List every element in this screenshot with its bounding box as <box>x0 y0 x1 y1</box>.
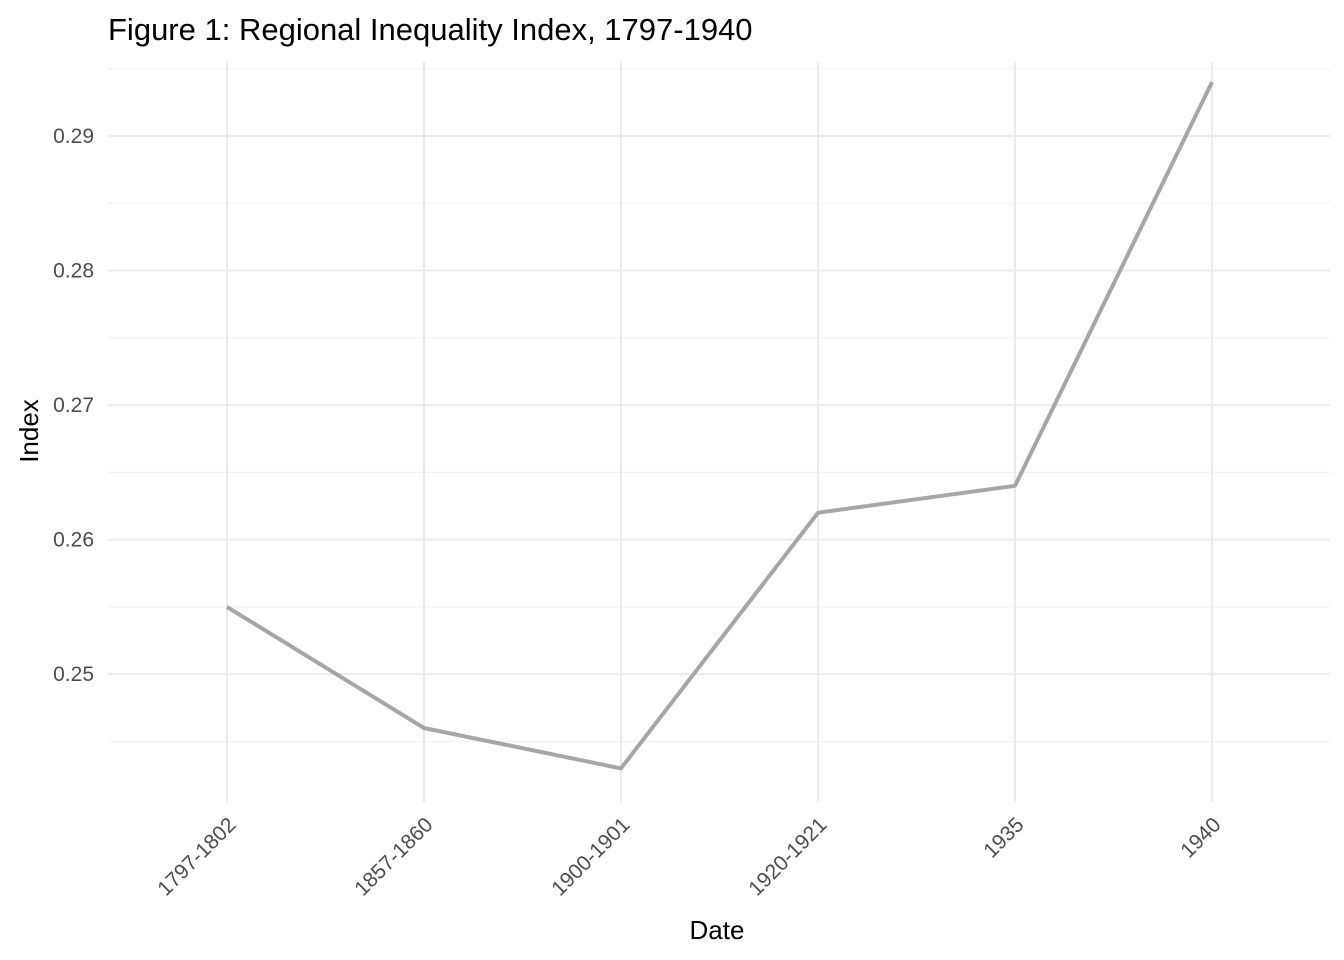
x-tick-label: 1900-1901 <box>547 813 634 900</box>
x-tick-label: 1920-1921 <box>744 813 831 900</box>
x-tick-label: 1940 <box>1176 813 1225 862</box>
x-tick-label: 1857-1860 <box>350 813 437 900</box>
y-tick-label: 0.26 <box>53 529 94 552</box>
y-tick-label: 0.29 <box>53 125 94 148</box>
y-tick-label: 0.28 <box>53 260 94 283</box>
x-axis-ticks: 1797-1802 1857-1860 1900-1901 1920-1921 1935… <box>153 813 1225 900</box>
grid-lines <box>108 62 1330 802</box>
x-tick-label: 1797-1802 <box>153 813 240 900</box>
x-axis-title: Date <box>690 915 745 945</box>
y-axis-ticks: 0.25 0.26 0.27 0.28 0.29 <box>53 125 94 686</box>
chart-title: Figure 1: Regional Inequality Index, 179… <box>108 12 753 47</box>
y-tick-label: 0.27 <box>53 394 94 417</box>
series-line <box>225 81 1214 771</box>
y-axis-title: Index <box>14 399 44 463</box>
x-tick-label: 1935 <box>979 813 1028 862</box>
y-tick-label: 0.25 <box>53 663 94 686</box>
